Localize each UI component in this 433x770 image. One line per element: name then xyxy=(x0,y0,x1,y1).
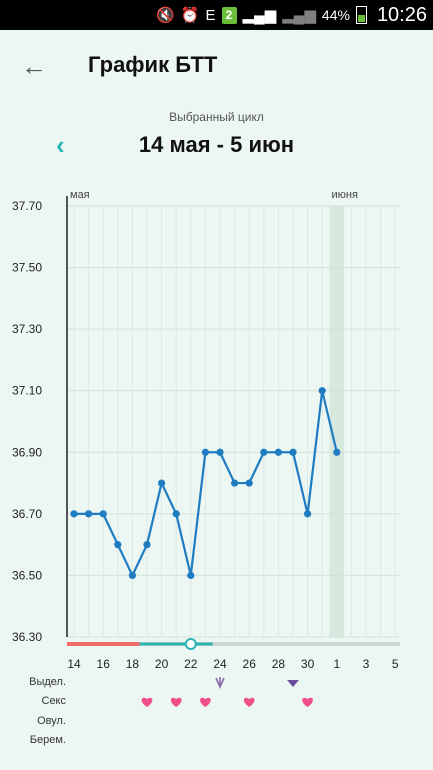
y-tick-label: 37.70 xyxy=(12,199,42,213)
x-tick-label: 3 xyxy=(363,657,370,671)
x-tick-label: 16 xyxy=(97,657,111,671)
temperature-point xyxy=(158,479,166,487)
back-button[interactable]: ← xyxy=(18,50,50,82)
marker-row-label: Выдел. xyxy=(29,676,66,688)
chevron-left-icon: ‹ xyxy=(56,130,65,160)
sim-badge: 2 xyxy=(221,6,237,24)
x-tick-label: 28 xyxy=(272,657,286,671)
signal-icon: ▂▄▆ xyxy=(242,6,277,24)
marker-row-label: Секс xyxy=(41,695,67,707)
y-tick-label: 37.30 xyxy=(12,322,42,336)
cycle-range: 14 мая - 5 июн xyxy=(138,132,295,157)
temperature-point xyxy=(99,510,107,518)
mute-icon: 🔇 xyxy=(156,6,175,24)
marker-row-label: Берем. xyxy=(29,734,66,746)
x-tick-label: 26 xyxy=(243,657,257,671)
signal-icon-2: ▂▄▆ xyxy=(282,6,316,24)
x-tick-label: 5 xyxy=(392,657,399,671)
temperature-point xyxy=(85,510,93,518)
prev-cycle-button[interactable]: ‹ xyxy=(56,130,78,160)
cycle-selector: 14 мая - 5 июн ‹ xyxy=(0,130,433,162)
temperature-point xyxy=(231,479,239,487)
month-label: июня xyxy=(332,189,358,201)
drop-icon xyxy=(215,677,225,689)
y-tick-label: 36.30 xyxy=(12,630,42,644)
status-bar: 🔇 ⏰ E 2 ▂▄▆ ▂▄▆ 44% 10:26 xyxy=(0,0,433,30)
x-tick-label: 1 xyxy=(333,657,340,671)
cycle-caption: Выбранный цикл xyxy=(169,110,264,124)
bbt-chart: 37.70 37.50 37.30 37.10 36.90 36.70 36.50 36.30… xyxy=(12,189,400,707)
temperature-point xyxy=(245,479,253,487)
temperature-point xyxy=(304,510,312,518)
temperature-point xyxy=(274,448,282,456)
y-tick-label: 36.90 xyxy=(12,445,42,459)
ovulation-marker xyxy=(184,638,197,650)
temperature-point xyxy=(260,448,268,456)
drop-icon xyxy=(287,680,299,687)
x-tick-label: 30 xyxy=(301,657,315,671)
marker-row-label: Овул. xyxy=(37,715,66,727)
temperature-point xyxy=(289,448,297,456)
page-title: График БТТ xyxy=(88,52,218,77)
heart-icon xyxy=(170,697,182,707)
x-tick-label: 18 xyxy=(126,657,140,671)
x-tick-label: 24 xyxy=(213,657,227,671)
alarm-icon: ⏰ xyxy=(180,6,200,24)
temperature-point xyxy=(216,448,224,456)
battery-icon xyxy=(355,6,367,24)
temperature-point xyxy=(114,541,122,549)
temperature-point xyxy=(128,571,136,580)
y-tick-label: 37.10 xyxy=(12,384,42,398)
temperature-point xyxy=(172,510,180,518)
y-tick-label: 36.70 xyxy=(12,507,42,521)
y-tick-label: 36.50 xyxy=(12,568,42,582)
y-tick-label: 37.50 xyxy=(12,261,42,275)
heart-icon xyxy=(200,697,211,707)
temperature-point xyxy=(333,448,341,456)
app-bar: ← График БТТ xyxy=(0,30,433,102)
clock: 10:26 xyxy=(376,3,427,26)
temperature-point xyxy=(318,387,326,395)
temperature-point xyxy=(143,541,151,549)
heart-icon xyxy=(302,697,313,707)
arrow-left-icon: ← xyxy=(21,51,47,81)
x-tick-label: 20 xyxy=(155,657,169,671)
heart-icon xyxy=(141,697,153,707)
temperature-point xyxy=(70,510,78,518)
temperature-point xyxy=(201,448,209,456)
x-tick-label: 14 xyxy=(67,657,81,671)
x-tick-label: 22 xyxy=(184,657,198,671)
month-label: мая xyxy=(70,189,90,201)
heart-icon xyxy=(243,697,255,707)
network-type-icon: E xyxy=(205,6,216,24)
battery-percent: 44% xyxy=(321,7,350,23)
temperature-point xyxy=(187,571,195,580)
